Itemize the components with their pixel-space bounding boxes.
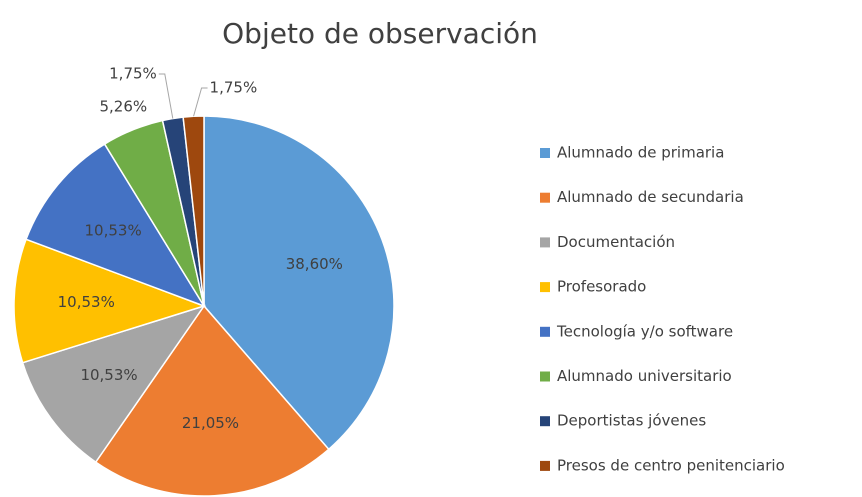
pie-slice bbox=[21, 304, 206, 464]
leader-line bbox=[158, 73, 174, 119]
legend-swatch bbox=[540, 237, 550, 248]
data-label: 10,53% bbox=[85, 222, 142, 240]
data-label: 10,53% bbox=[58, 293, 115, 311]
pie-slice bbox=[13, 238, 207, 364]
pie-slice bbox=[25, 143, 206, 308]
data-label: 38,60% bbox=[286, 255, 343, 273]
chart-title: Objeto de observación bbox=[222, 17, 538, 50]
legend-label: Deportistas jóvenes bbox=[557, 412, 706, 430]
pie-slice bbox=[203, 115, 395, 451]
data-label: 1,75% bbox=[210, 79, 258, 97]
legend-swatch bbox=[540, 282, 550, 293]
legend-swatch bbox=[540, 326, 550, 337]
legend-label: Alumnado de primaria bbox=[557, 144, 724, 162]
legend-label: Alumnado de secundaria bbox=[557, 188, 744, 206]
legend-swatch bbox=[540, 148, 550, 158]
leader-line bbox=[193, 87, 208, 117]
legend-label: Documentación bbox=[557, 233, 675, 251]
legend-swatch bbox=[540, 192, 550, 203]
legend-label: Presos de centro penitenciario bbox=[557, 456, 785, 474]
legend-swatch bbox=[540, 416, 550, 427]
data-label: 1,75% bbox=[109, 65, 157, 83]
data-label: 5,26% bbox=[100, 98, 148, 116]
legend-label: Tecnología y/o software bbox=[556, 322, 733, 340]
data-label: 21,05% bbox=[182, 414, 239, 432]
legend-label: Profesorado bbox=[557, 278, 646, 296]
legend-label: Alumnado universitario bbox=[557, 367, 732, 385]
legend-swatch bbox=[540, 460, 550, 471]
legend-swatch bbox=[540, 371, 550, 382]
data-label: 10,53% bbox=[80, 366, 137, 384]
pie-slice bbox=[94, 304, 330, 497]
